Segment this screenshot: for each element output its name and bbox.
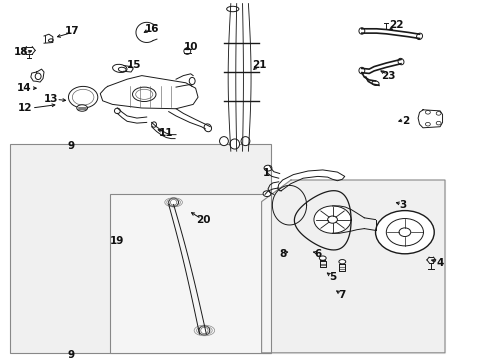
Ellipse shape (118, 67, 126, 72)
Ellipse shape (338, 260, 345, 264)
Circle shape (435, 121, 440, 125)
Circle shape (398, 228, 410, 237)
Circle shape (386, 219, 423, 246)
Ellipse shape (151, 122, 156, 127)
Circle shape (375, 211, 433, 254)
Ellipse shape (35, 73, 41, 80)
Ellipse shape (135, 89, 153, 99)
Text: 3: 3 (399, 200, 406, 210)
Ellipse shape (48, 39, 53, 42)
Bar (110, 194, 271, 353)
Ellipse shape (114, 108, 120, 114)
Text: 11: 11 (159, 128, 173, 138)
Circle shape (327, 216, 337, 223)
Text: 19: 19 (110, 236, 124, 246)
Ellipse shape (226, 6, 238, 12)
Ellipse shape (229, 139, 239, 149)
Text: 21: 21 (251, 60, 266, 70)
Ellipse shape (219, 136, 228, 145)
Circle shape (264, 165, 271, 171)
Ellipse shape (358, 28, 364, 34)
Ellipse shape (358, 67, 364, 74)
Circle shape (425, 122, 429, 126)
Ellipse shape (170, 199, 176, 205)
Text: 12: 12 (18, 103, 33, 113)
Text: 23: 23 (381, 71, 395, 81)
Text: 6: 6 (314, 249, 321, 259)
Text: 20: 20 (195, 215, 210, 225)
Ellipse shape (200, 327, 207, 334)
Text: 5: 5 (328, 272, 335, 282)
Text: 18: 18 (14, 47, 29, 57)
Circle shape (435, 112, 440, 115)
Circle shape (263, 191, 270, 197)
Ellipse shape (132, 87, 156, 102)
Text: 14: 14 (17, 83, 32, 93)
Ellipse shape (319, 256, 325, 260)
Ellipse shape (112, 64, 127, 72)
Text: 16: 16 (144, 24, 159, 34)
Ellipse shape (416, 33, 422, 40)
Text: 13: 13 (44, 94, 59, 104)
Text: 2: 2 (402, 116, 408, 126)
Circle shape (72, 89, 94, 105)
Text: 15: 15 (127, 60, 142, 70)
Ellipse shape (77, 105, 87, 111)
Ellipse shape (397, 58, 403, 65)
Text: 7: 7 (338, 290, 346, 300)
Circle shape (425, 111, 429, 114)
Circle shape (313, 206, 350, 233)
Text: 9: 9 (67, 350, 74, 360)
Text: 4: 4 (435, 258, 443, 268)
Ellipse shape (183, 48, 190, 54)
Text: 9: 9 (67, 141, 74, 151)
Text: 17: 17 (65, 26, 80, 36)
Polygon shape (261, 180, 444, 353)
Ellipse shape (168, 198, 178, 207)
Circle shape (68, 86, 98, 108)
Ellipse shape (189, 77, 195, 85)
Text: 22: 22 (388, 20, 403, 30)
Text: 1: 1 (263, 168, 269, 178)
Text: 10: 10 (183, 42, 198, 52)
Ellipse shape (371, 81, 378, 85)
Ellipse shape (199, 326, 209, 335)
Ellipse shape (203, 124, 211, 132)
Text: 8: 8 (279, 249, 285, 259)
Ellipse shape (241, 136, 249, 145)
Bar (10, 144, 271, 353)
